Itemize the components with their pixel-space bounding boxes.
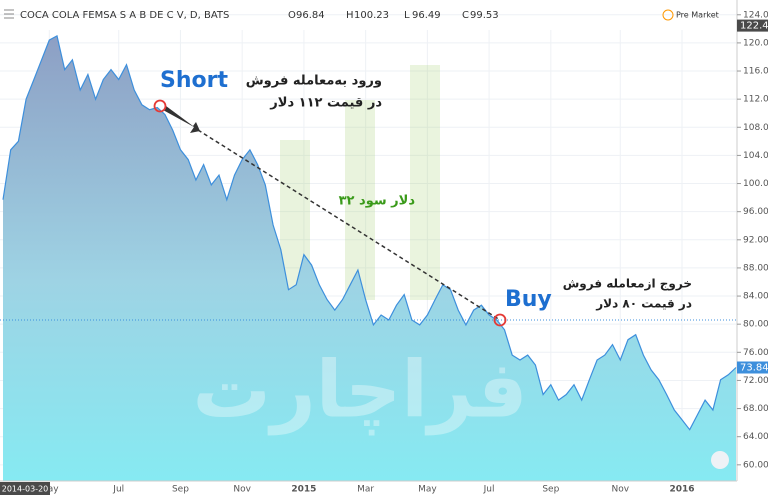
y-tick-label: 80.00 xyxy=(743,320,768,330)
annotation: در قیمت ۱۱۲ دلار xyxy=(269,96,382,111)
annotation: ورود به‌معامله فروش xyxy=(246,74,382,89)
area xyxy=(3,35,736,482)
last-price-label: 73.84 xyxy=(740,363,768,374)
x-tick-label: Mar xyxy=(357,485,374,495)
arrow xyxy=(163,106,200,133)
buy-marker xyxy=(493,313,507,327)
y-tick-label: 64.00 xyxy=(743,432,768,442)
x-tick-label: Jul xyxy=(483,485,495,495)
x-tick-label: Jul xyxy=(112,485,124,495)
market-icon xyxy=(662,9,674,21)
watermark: فراچارت xyxy=(192,345,527,435)
x-tick-label: Nov xyxy=(233,485,251,495)
x-tick-label: May xyxy=(418,485,437,495)
x-tick-label: Sep xyxy=(542,485,559,495)
y-tick-label: 100.00 xyxy=(743,179,768,189)
y-tick-label: 92.00 xyxy=(743,235,768,245)
y-tick-label: 60.00 xyxy=(743,460,768,470)
ohlc-key: O xyxy=(288,10,296,21)
cursor-date-box xyxy=(0,482,50,495)
ohlc-value: 99.53 xyxy=(470,10,499,21)
trade-line xyxy=(197,129,501,321)
ohlc-key: H xyxy=(346,10,354,21)
x-tick-label: Sep xyxy=(172,485,189,495)
short-marker xyxy=(153,99,167,113)
market-status: Pre Market xyxy=(676,11,719,20)
last-price-box xyxy=(737,361,768,374)
x-tick-label: 2015 xyxy=(291,485,316,495)
y-tick-label: 104.00 xyxy=(743,151,768,161)
y-tick-label: 108.00 xyxy=(743,123,768,133)
ohlc-value: 96.84 xyxy=(296,10,325,21)
scroll-button[interactable] xyxy=(711,451,729,469)
cursor-price-label: 122.46 xyxy=(740,21,768,32)
line xyxy=(2,34,737,431)
buy-label: Buy xyxy=(505,287,552,312)
annotation: خروج ازمعامله فروش xyxy=(563,277,692,292)
price-axis xyxy=(737,0,768,496)
ohlc-key: L xyxy=(404,10,410,21)
cursor-price-box xyxy=(737,19,768,32)
y-tick-label: 72.00 xyxy=(743,376,768,386)
y-tick-label: 76.00 xyxy=(743,348,768,358)
ohlc-key: C xyxy=(462,10,469,21)
ohlc-value: 100.23 xyxy=(354,10,389,21)
y-tick-label: 116.00 xyxy=(743,67,768,77)
y-tick-label: 68.00 xyxy=(743,404,768,414)
time-axis xyxy=(0,481,768,496)
annotation: در قیمت ۸۰ دلار xyxy=(595,297,692,311)
symbol-title: COCA COLA FEMSA S A B DE C V, D, BATS xyxy=(20,10,229,21)
y-tick-label: 96.00 xyxy=(743,207,768,217)
x-tick-label: Nov xyxy=(611,485,629,495)
y-tick-label: 120.00 xyxy=(743,38,768,48)
ohlc-value: 96.49 xyxy=(412,10,441,21)
cursor-date: 2014-03-20 xyxy=(2,485,49,494)
y-tick-label: 88.00 xyxy=(743,263,768,273)
y-tick-label: 112.00 xyxy=(743,95,768,105)
short-label: Short xyxy=(160,68,228,93)
y-tick-label: 84.00 xyxy=(743,292,768,302)
menu-icon[interactable] xyxy=(4,9,14,19)
profit-label: ۳۲ دلار سود xyxy=(339,194,416,209)
y-tick-label: 124.00 xyxy=(743,10,768,20)
x-tick-label: 2016 xyxy=(669,485,694,495)
